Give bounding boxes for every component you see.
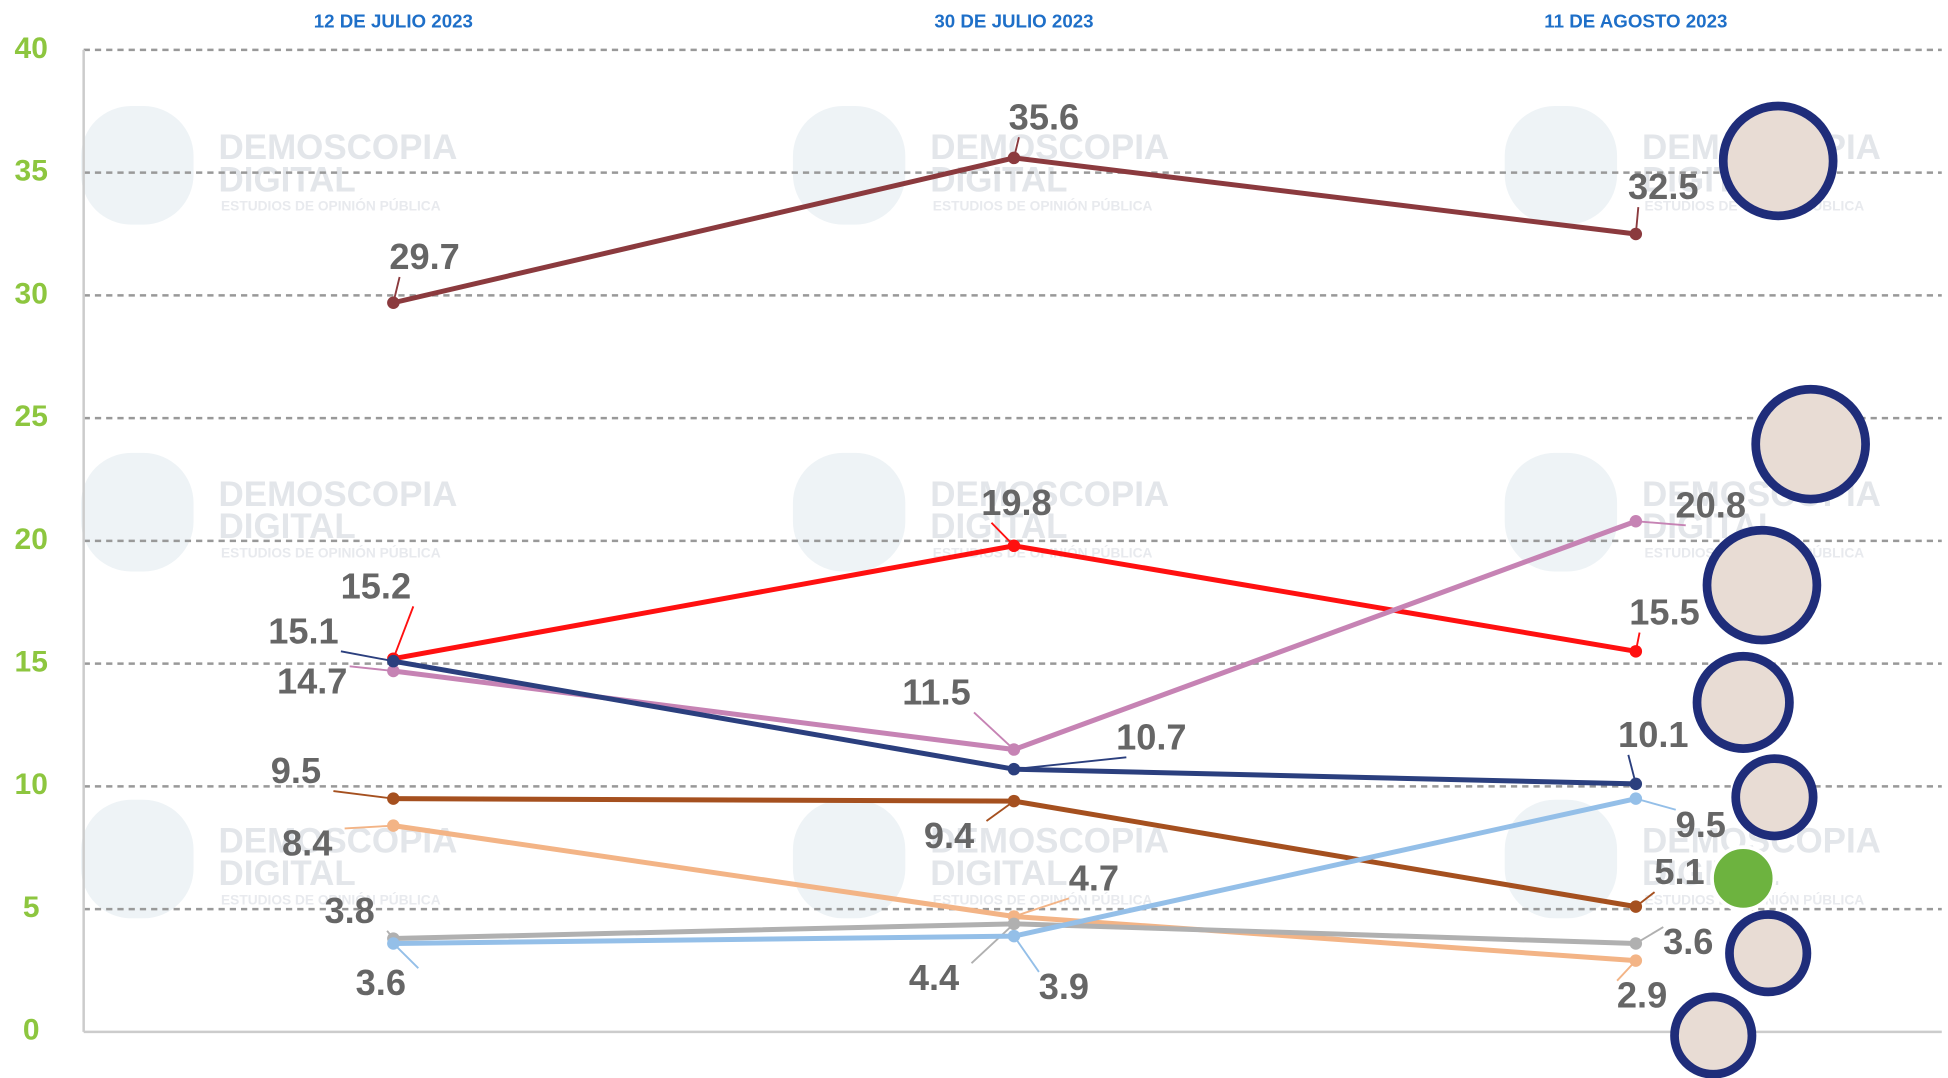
chart: DEMOSCOPIADIGITALESTUDIOS DE OPINIÓN PÚB…: [0, 0, 1948, 1078]
point: [1008, 152, 1020, 164]
value-label: 3.8: [324, 890, 374, 931]
avatar: [1729, 915, 1806, 992]
value-label: 10.7: [1116, 716, 1186, 757]
value-label: 3.6: [1663, 921, 1713, 962]
x-tick-label: 11 DE AGOSTO 2023: [1544, 10, 1727, 31]
watermark-logo: [81, 800, 193, 919]
y-tick-label: 15: [15, 646, 48, 679]
y-tick-label: 40: [15, 32, 48, 65]
watermark-text: DIGITAL: [219, 160, 356, 199]
value-label: 9.5: [271, 750, 321, 791]
x-tick-label: 12 DE JULIO 2023: [314, 10, 473, 31]
leader: [341, 651, 393, 661]
value-label: 19.8: [981, 482, 1051, 523]
avatar: [1697, 656, 1789, 748]
leader: [393, 606, 413, 658]
watermark-logo: [793, 453, 905, 572]
value-label: 9.5: [1676, 804, 1726, 845]
y-tick-label: 10: [15, 768, 48, 801]
value-label: 11.5: [902, 672, 970, 713]
watermark-text: DIGITAL: [930, 854, 1067, 893]
series-line: [393, 546, 1635, 659]
watermark-logo: [1505, 106, 1617, 225]
watermark-text: ESTUDIOS DE OPINIÓN PÚBLICA: [933, 890, 1153, 907]
y-tick-label: 0: [23, 1014, 40, 1047]
value-label: 14.7: [277, 660, 347, 701]
value-label: 35.6: [1009, 96, 1079, 137]
avatar: [1723, 106, 1833, 216]
y-tick-label: 30: [15, 277, 48, 310]
leader: [986, 801, 1013, 821]
value-label: 15.5: [1629, 592, 1699, 633]
watermark-text: DIGITAL: [930, 160, 1067, 199]
leader: [333, 791, 393, 799]
avatar: [1756, 389, 1866, 499]
leader: [1636, 927, 1663, 943]
value-label: 8.4: [282, 823, 332, 864]
value-label: 3.9: [1039, 966, 1089, 1007]
leader: [1014, 757, 1126, 769]
avatar: [1736, 759, 1813, 836]
value-label: 15.1: [268, 610, 338, 651]
watermark-text: ESTUDIOS DE OPINIÓN PÚBLICA: [221, 544, 441, 561]
y-tick-label: 20: [15, 523, 48, 556]
value-label: 20.8: [1676, 484, 1746, 525]
value-label: 10.1: [1618, 714, 1688, 755]
watermark-logo: [1505, 453, 1617, 572]
watermark-logo: [81, 106, 193, 225]
y-tick-label: 5: [23, 891, 40, 924]
watermark-logo: [81, 453, 193, 572]
leader: [1636, 799, 1676, 810]
avatar: [1707, 530, 1817, 640]
avatar: [1675, 997, 1752, 1074]
y-tick-label: 25: [15, 400, 48, 433]
value-label: 4.7: [1069, 857, 1119, 898]
value-label: 15.2: [341, 565, 411, 606]
value-label: 9.4: [924, 815, 974, 856]
leader: [1014, 936, 1039, 972]
value-label: 3.6: [356, 962, 406, 1003]
x-tick-label: 30 DE JULIO 2023: [934, 10, 1093, 31]
leader: [972, 924, 1014, 963]
value-label: 29.7: [389, 236, 459, 277]
watermark-text: ESTUDIOS DE OPINIÓN PÚBLICA: [933, 197, 1153, 214]
leader: [350, 666, 394, 671]
value-label: 5.1: [1654, 851, 1704, 892]
value-label: 4.4: [909, 957, 959, 998]
value-label: 2.9: [1617, 975, 1667, 1016]
avatar: [1712, 847, 1774, 909]
value-label: 32.5: [1628, 166, 1698, 207]
y-tick-label: 35: [15, 155, 48, 188]
watermark-text: ESTUDIOS DE OPINIÓN PÚBLICA: [221, 197, 441, 214]
